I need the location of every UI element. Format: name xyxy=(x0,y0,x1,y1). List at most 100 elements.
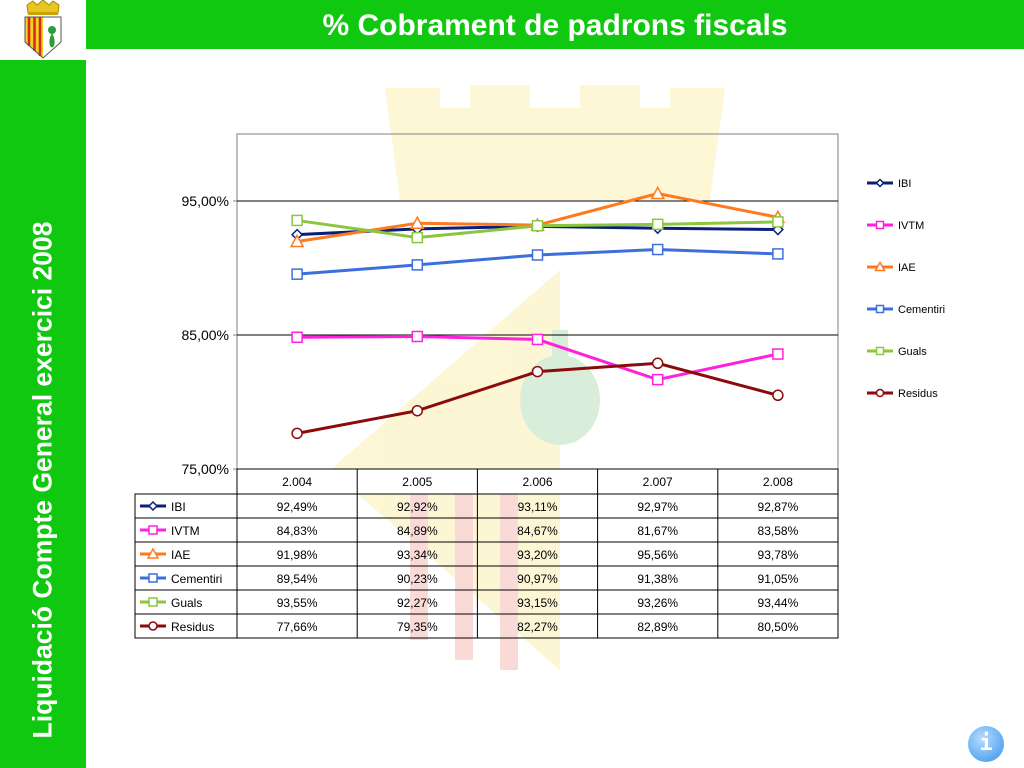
table-header-row xyxy=(236,468,839,495)
y-tick-label: 95,00% xyxy=(182,193,229,209)
table-cell: 91,98% xyxy=(277,548,318,562)
data-point xyxy=(289,233,305,248)
legend-marker xyxy=(875,388,885,398)
series-residus xyxy=(291,357,784,440)
series-cementiri xyxy=(291,243,784,280)
table-cell: 95,56% xyxy=(637,548,678,562)
legend: IBI IVTM IAE Cementiri Guals Residus xyxy=(867,178,945,400)
shield-icon xyxy=(24,0,62,59)
coat-of-arms-logo xyxy=(0,0,86,60)
table-cell: 90,23% xyxy=(397,572,438,586)
data-point xyxy=(531,333,544,346)
data-point xyxy=(411,404,424,417)
table-cell: 81,67% xyxy=(637,524,678,538)
table-cell: 92,27% xyxy=(397,596,438,610)
data-point xyxy=(772,348,784,360)
row-marker xyxy=(148,525,158,535)
y-axis: 95,00% 85,00% 75,00% xyxy=(182,193,237,477)
table-cell: 93,55% xyxy=(277,596,318,610)
legend-item-ibi: IBI xyxy=(867,178,911,190)
row-label: Residus xyxy=(171,620,214,634)
row-label: IAE xyxy=(171,548,190,562)
table-cell: 93,34% xyxy=(397,548,438,562)
legend-label: Residus xyxy=(898,388,938,400)
legend-label: Cementiri xyxy=(898,304,945,316)
data-point xyxy=(410,215,425,229)
data-point xyxy=(772,389,784,402)
row-marker xyxy=(146,547,160,559)
data-point xyxy=(531,249,544,261)
table-row: IVTM 84,83% 84,89% 84,67% 81,67% 83,58% xyxy=(135,517,838,538)
table-cell: 80,50% xyxy=(758,620,799,634)
table-cell: 93,20% xyxy=(517,548,558,562)
table-cell: 90,97% xyxy=(517,572,558,586)
table-cell: 77,66% xyxy=(277,620,318,634)
legend-marker xyxy=(874,260,886,272)
y-tick-label: 85,00% xyxy=(182,327,229,343)
legend-item-cementiri: Cementiri xyxy=(867,304,945,316)
x-category-label: 2.005 xyxy=(402,475,432,489)
row-label: Cementiri xyxy=(171,572,222,586)
series-ivtm xyxy=(291,330,784,386)
row-label: IBI xyxy=(171,500,186,514)
legend-item-guals: Guals xyxy=(867,346,927,358)
legend-marker xyxy=(875,178,885,188)
row-label: IVTM xyxy=(171,524,200,538)
table-cell: 93,78% xyxy=(758,548,799,562)
series-guals xyxy=(291,214,784,244)
series-lines xyxy=(289,185,786,440)
legend-label: IVTM xyxy=(898,220,924,232)
legend-marker xyxy=(875,220,885,230)
data-point xyxy=(411,259,424,271)
legend-marker xyxy=(875,346,885,356)
legend-item-iae: IAE xyxy=(867,260,916,274)
table-cell: 82,27% xyxy=(517,620,558,634)
legend-marker xyxy=(875,304,885,314)
table-cell: 84,83% xyxy=(277,524,318,538)
x-category-label: 2.006 xyxy=(522,475,552,489)
table-cell: 93,11% xyxy=(518,500,558,514)
table-cell: 93,26% xyxy=(637,596,678,610)
data-point xyxy=(772,216,784,228)
row-marker xyxy=(147,500,159,512)
table-cell: 89,54% xyxy=(277,572,318,586)
table-cell: 92,87% xyxy=(758,500,799,514)
legend-label: IBI xyxy=(898,178,911,190)
legend-label: IAE xyxy=(898,262,916,274)
table-cell: 93,44% xyxy=(758,596,799,610)
table-cell: 91,38% xyxy=(637,572,678,586)
row-marker xyxy=(148,621,158,631)
data-point xyxy=(651,373,664,386)
legend-item-residus: Residus xyxy=(867,388,938,400)
info-button[interactable]: i xyxy=(968,726,1004,762)
table-row: IBI 92,49% 92,92% 93,11% 92,97% 92,87% xyxy=(140,500,799,514)
x-category-label: 2.007 xyxy=(643,475,673,489)
table-row: Residus 77,66% 79,35% 82,27% 82,89% 80,50% xyxy=(135,613,838,634)
x-category-label: 2.004 xyxy=(282,475,312,489)
page-title: % Cobrament de padrons fiscals xyxy=(86,0,1024,49)
data-point xyxy=(650,185,665,200)
table-cell: 83,58% xyxy=(758,524,799,538)
data-table: 2.004 2.005 2.006 2.007 2.008 IBI 92,49% 92,92%… xyxy=(134,468,839,639)
table-cell: 92,92% xyxy=(397,500,438,514)
data-point xyxy=(772,248,784,260)
data-point xyxy=(651,357,664,370)
data-point xyxy=(411,330,424,343)
legend-label: Guals xyxy=(898,346,927,358)
sidebar: Liquidació Compte General exercici 2008 xyxy=(0,60,86,768)
data-point xyxy=(531,220,544,232)
row-marker xyxy=(148,573,158,583)
table-cell: 92,49% xyxy=(277,500,318,514)
table-cell: 91,05% xyxy=(758,572,799,586)
table-cell: 93,15% xyxy=(517,596,558,610)
data-point xyxy=(291,331,303,344)
table-cell: 82,89% xyxy=(637,620,678,634)
table-cell: 79,35% xyxy=(397,620,438,634)
data-point xyxy=(651,218,664,231)
data-point xyxy=(291,268,303,280)
table-row: Cementiri 89,54% 90,23% 90,97% 91,38% 91,05% xyxy=(135,565,838,586)
data-point xyxy=(411,231,424,244)
legend-item-ivtm: IVTM xyxy=(867,220,924,232)
row-marker xyxy=(148,597,158,607)
